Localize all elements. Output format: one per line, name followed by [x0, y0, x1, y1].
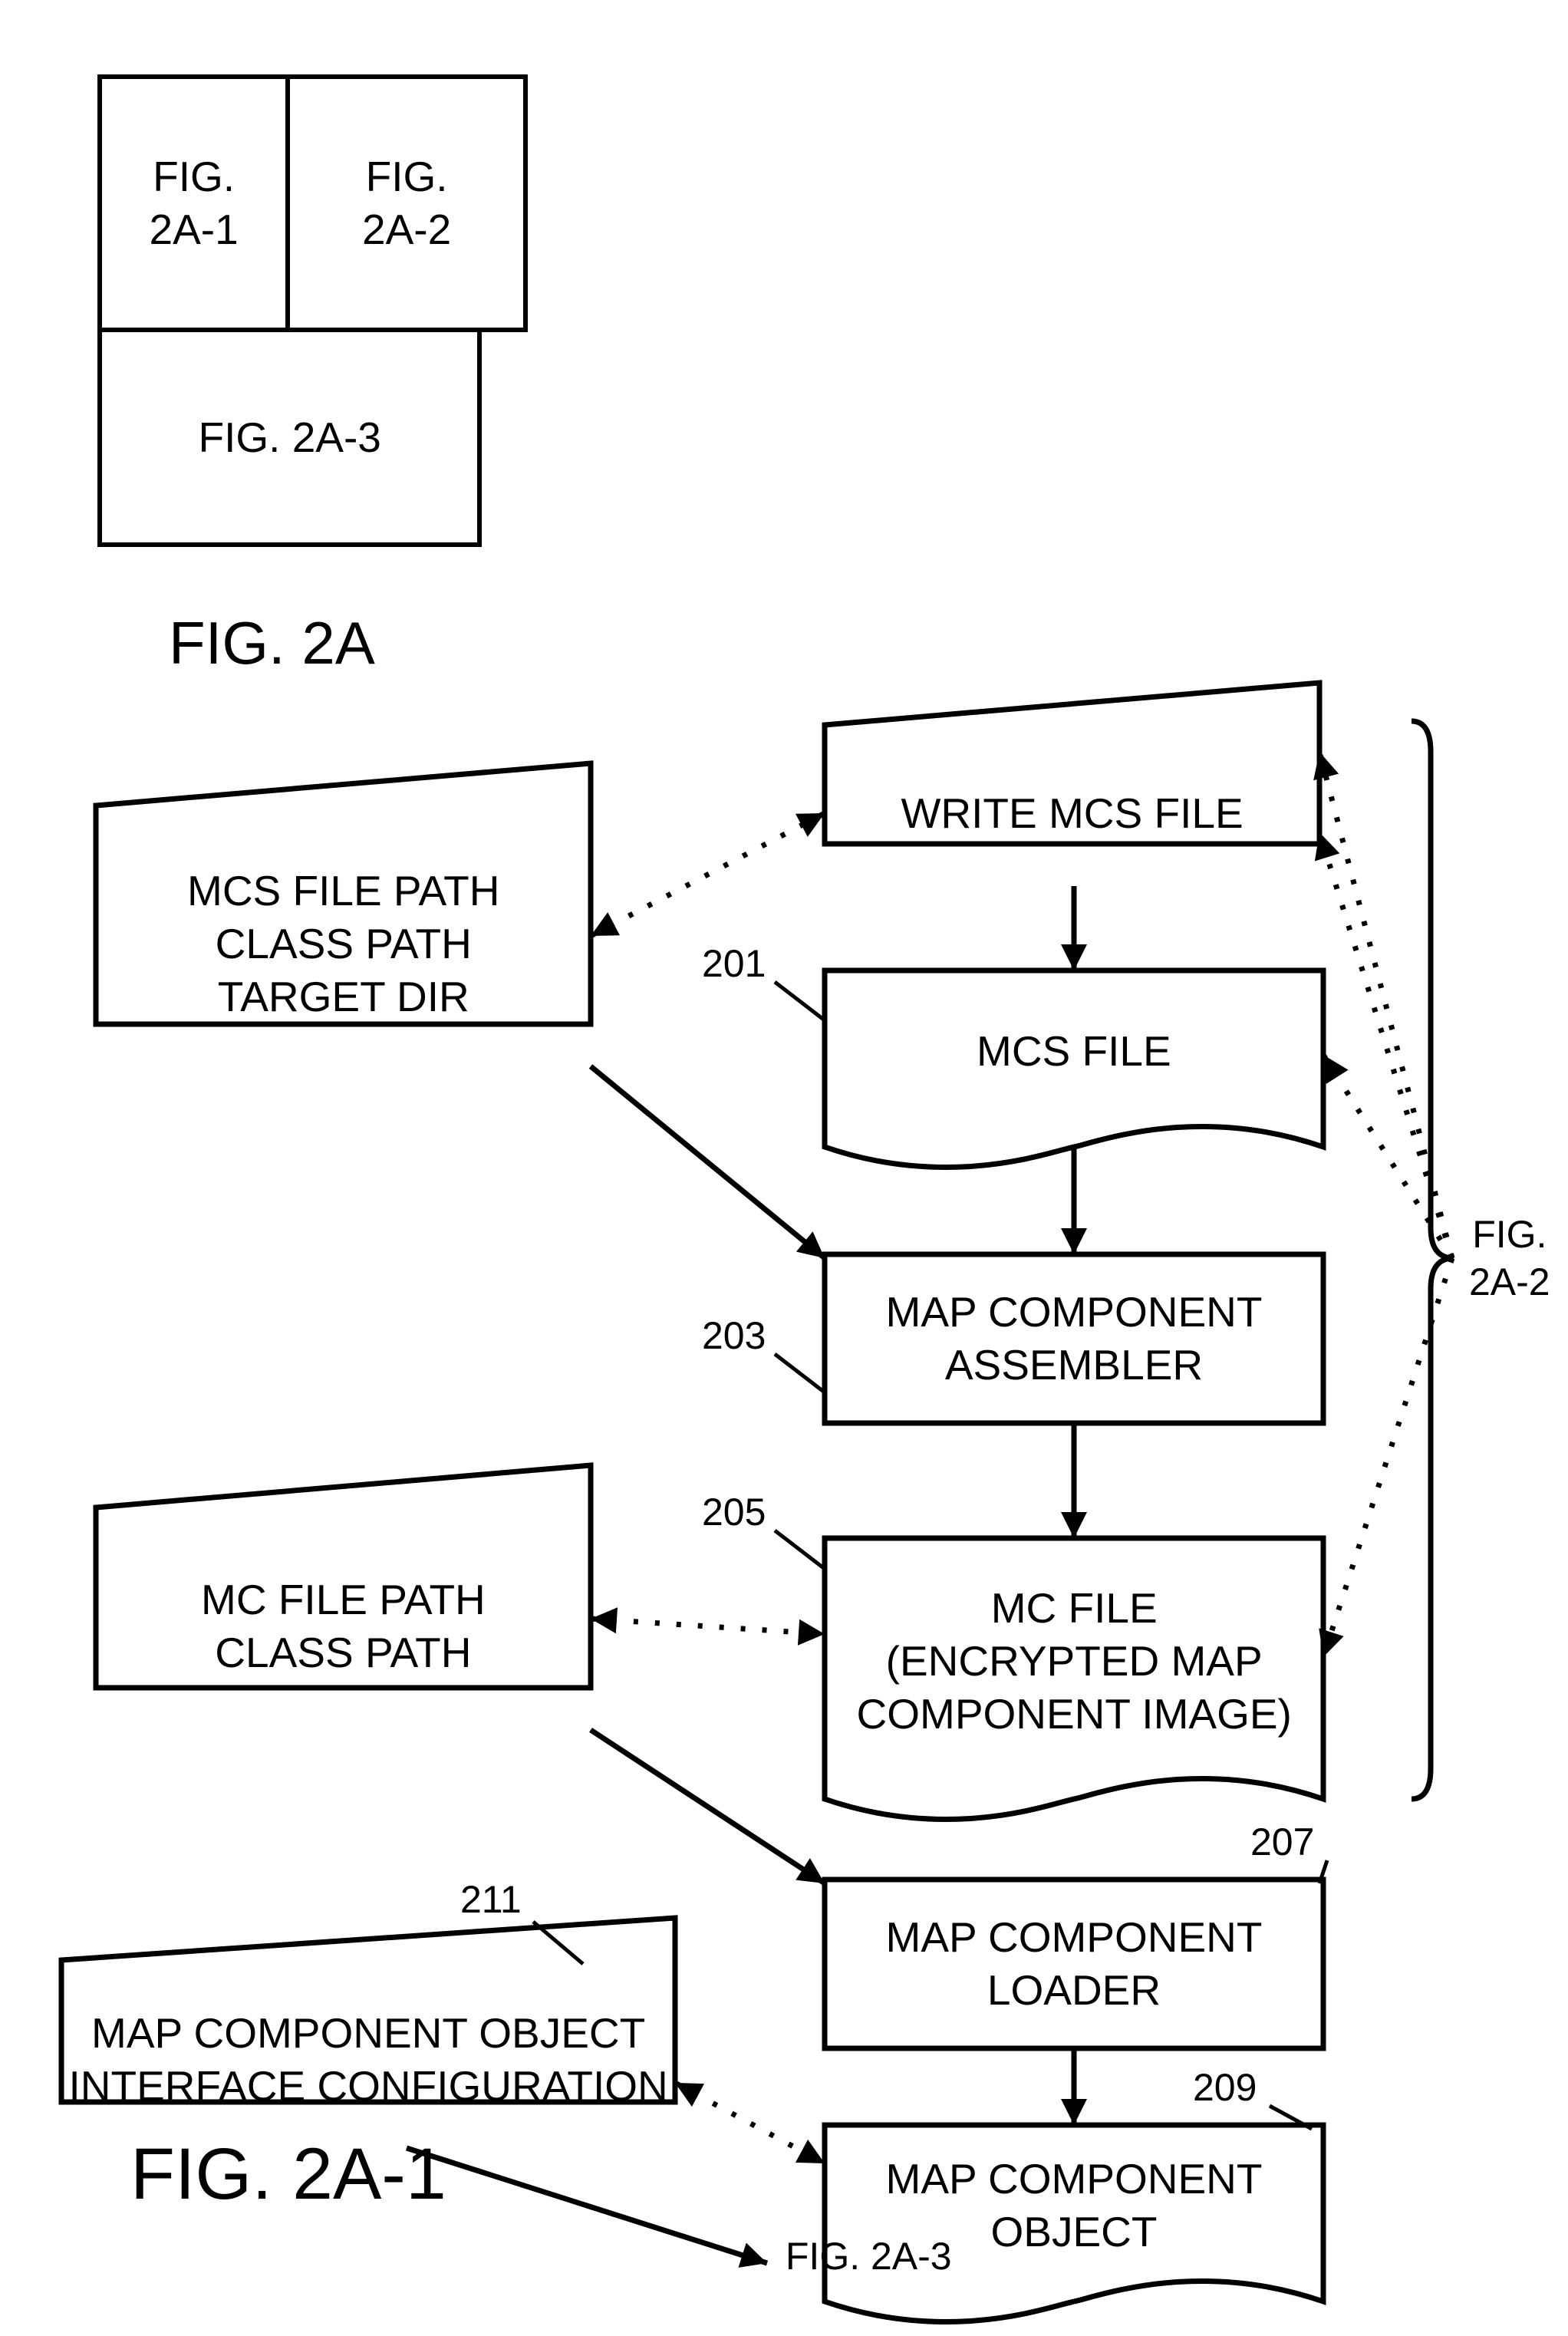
node-mc-file-path-label: MC FILE PATH CLASS PATH	[201, 1573, 486, 1679]
bracket-label: FIG. 2A-2	[1469, 1211, 1550, 1306]
legend-caption: FIG. 2A	[169, 606, 375, 681]
legend-cell-1: FIG. 2A-1	[150, 150, 239, 256]
ref-l209: 209	[1193, 2064, 1257, 2112]
ref-l203: 203	[702, 1312, 766, 1360]
node-mcs-file-path-label: MCS FILE PATH CLASS PATH TARGET DIR	[187, 865, 499, 1023]
legend-diagram	[0, 0, 614, 690]
ref-l207: 207	[1250, 1818, 1314, 1866]
ref-l205: 205	[702, 1488, 766, 1537]
ref-l211: 211	[460, 1876, 522, 1924]
node-mc-file-label: MC FILE (ENCRYPTED MAP COMPONENT IMAGE)	[857, 1582, 1292, 1740]
node-assembler-label: MAP COMPONENT ASSEMBLER	[886, 1286, 1263, 1392]
node-write-mcs-label: WRITE MCS FILE	[901, 787, 1244, 840]
legend-cell-2: FIG. 2A-2	[362, 150, 451, 256]
ref-l201: 201	[702, 940, 766, 988]
node-mcs-file-label: MCS FILE	[977, 1025, 1171, 1078]
node-mc-obj-iface-label: MAP COMPONENT OBJECT INTERFACE CONFIGURA…	[69, 2007, 668, 2113]
figure-caption: FIG. 2A-1	[130, 2129, 446, 2220]
continuation-label: FIG. 2A-3	[775, 2232, 952, 2281]
node-write-mcs	[817, 675, 1327, 894]
node-loader-label: MAP COMPONENT LOADER	[886, 1911, 1263, 2017]
legend-cell-3: FIG. 2A-3	[199, 411, 381, 464]
